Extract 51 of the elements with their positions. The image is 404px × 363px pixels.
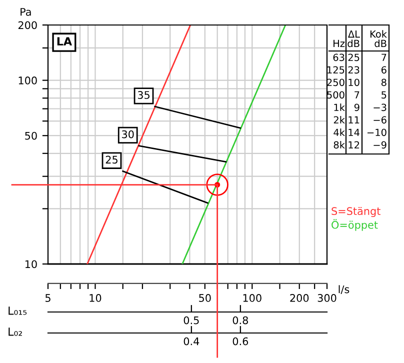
series-label: 30 xyxy=(122,130,134,138)
text: L₀₂ xyxy=(8,328,22,336)
x2-tick-label: 0.5 xyxy=(184,316,199,324)
text: 63 xyxy=(333,54,344,62)
x2-tick-label: 0.8 xyxy=(232,316,248,324)
x-tick-label: 50 xyxy=(199,294,211,302)
text: 8k xyxy=(334,141,345,149)
text: −3 xyxy=(374,104,386,112)
text: 6 xyxy=(381,66,386,74)
text: ΔL dB xyxy=(348,30,360,48)
x-tick-label: 200 xyxy=(290,294,309,302)
text: 4k xyxy=(334,128,345,136)
text: 500 xyxy=(327,91,344,99)
y-tick-label: 10 xyxy=(25,260,37,268)
text: S=Stängt xyxy=(332,206,380,218)
text: 11 xyxy=(348,116,360,124)
annotation: LA xyxy=(57,37,72,46)
text: −10 xyxy=(368,128,386,136)
y-tick-label: 50 xyxy=(25,132,37,140)
y-axis-title: Pa xyxy=(20,8,31,16)
text: 5 xyxy=(382,91,386,99)
text: 25 xyxy=(348,54,360,62)
x-axis-title: l/s xyxy=(338,285,350,294)
text: 23 xyxy=(348,66,360,74)
text: 250 xyxy=(327,78,344,86)
text: 12 xyxy=(348,141,360,148)
series-label: 35 xyxy=(138,91,150,99)
text: −9 xyxy=(374,141,386,149)
text: 0.6 xyxy=(232,337,248,346)
text: 0.4 xyxy=(184,337,200,346)
y-tick-label: 200 xyxy=(18,21,37,30)
x2-axis-title: L₀₁₅ xyxy=(8,306,27,315)
x-tick-label: 300 xyxy=(318,294,336,302)
text: 7 xyxy=(354,91,360,98)
text: 8 xyxy=(381,78,386,86)
text: 125 xyxy=(328,66,344,74)
text: −6 xyxy=(374,116,386,124)
text: Hz xyxy=(334,40,345,47)
x-tick-label: 100 xyxy=(243,294,262,302)
x-tick-label: 5 xyxy=(45,294,50,302)
series-label: 25 xyxy=(106,156,118,164)
text: Kok dB xyxy=(370,30,387,48)
text: 1k xyxy=(334,104,345,111)
text: 14 xyxy=(348,128,360,136)
x-tick-label: 10 xyxy=(90,294,102,302)
text: Ö=öppet xyxy=(332,219,378,231)
text: 2k xyxy=(334,116,345,124)
text: 10 xyxy=(348,78,360,86)
text: 9 xyxy=(354,104,360,112)
y-tick-label: 100 xyxy=(18,76,37,84)
text: 7 xyxy=(382,54,386,61)
